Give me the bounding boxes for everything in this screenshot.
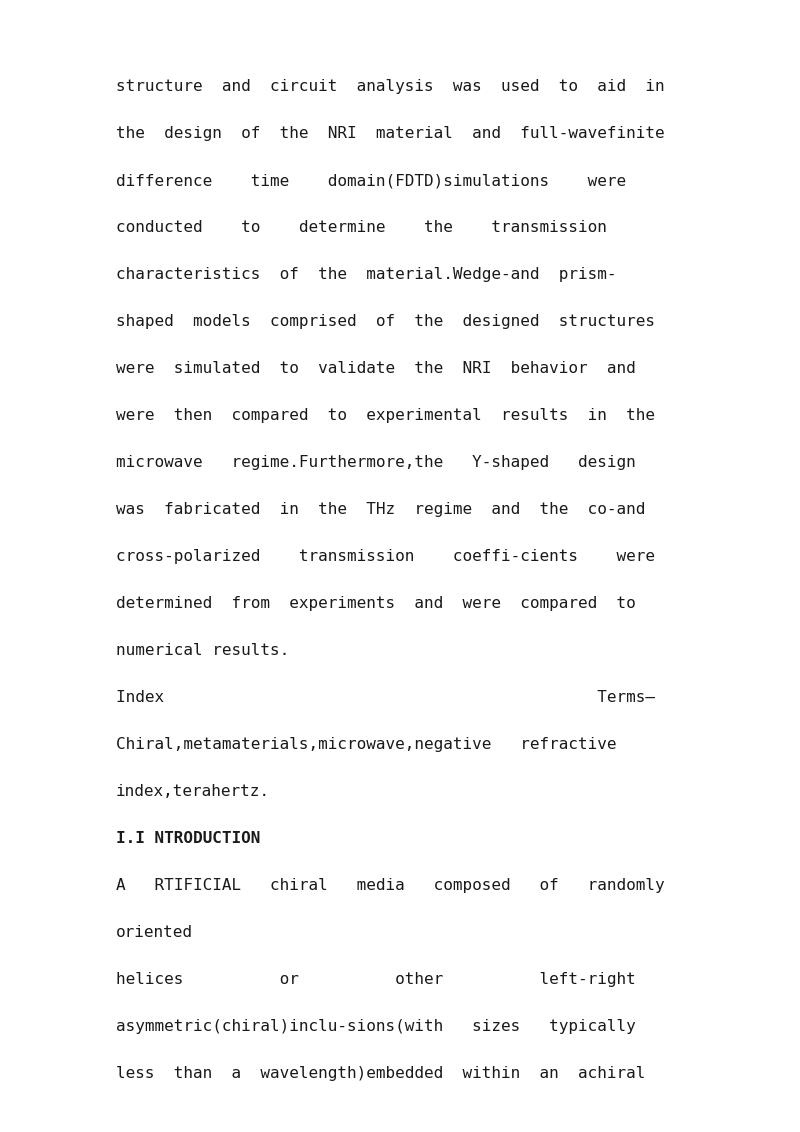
Text: oriented: oriented xyxy=(116,925,193,940)
Text: I.I NTRODUCTION: I.I NTRODUCTION xyxy=(116,831,260,846)
Text: were  simulated  to  validate  the  NRI  behavior  and: were simulated to validate the NRI behav… xyxy=(116,361,636,376)
Text: numerical results.: numerical results. xyxy=(116,643,290,658)
Text: shaped  models  comprised  of  the  designed  structures: shaped models comprised of the designed … xyxy=(116,314,655,329)
Text: index,terahertz.: index,terahertz. xyxy=(116,783,270,799)
Text: difference    time    domain(FDTD)simulations    were: difference time domain(FDTD)simulations … xyxy=(116,173,626,188)
Text: Index                                             Terms—: Index Terms— xyxy=(116,689,655,705)
Text: conducted    to    determine    the    transmission: conducted to determine the transmission xyxy=(116,220,607,235)
Text: determined  from  experiments  and  were  compared  to: determined from experiments and were com… xyxy=(116,595,636,611)
Text: were  then  compared  to  experimental  results  in  the: were then compared to experimental resul… xyxy=(116,409,655,423)
Text: structure  and  circuit  analysis  was  used  to  aid  in: structure and circuit analysis was used … xyxy=(116,79,665,94)
Text: asymmetric(chiral)inclu-sions(with   sizes   typically: asymmetric(chiral)inclu-sions(with sizes… xyxy=(116,1019,636,1034)
Text: microwave   regime.Furthermore,the   Y-shaped   design: microwave regime.Furthermore,the Y-shape… xyxy=(116,455,636,470)
Text: less  than  a  wavelength)embedded  within  an  achiral: less than a wavelength)embedded within a… xyxy=(116,1066,646,1081)
Text: Chiral,metamaterials,microwave,negative   refractive: Chiral,metamaterials,microwave,negative … xyxy=(116,737,617,752)
Text: A   RTIFICIAL   chiral   media   composed   of   randomly: A RTIFICIAL chiral media composed of ran… xyxy=(116,878,665,893)
Text: was  fabricated  in  the  THz  regime  and  the  co-and: was fabricated in the THz regime and the… xyxy=(116,503,646,517)
Text: characteristics  of  the  material.Wedge-and  prism-: characteristics of the material.Wedge-an… xyxy=(116,267,617,282)
Text: helices          or          other          left-right: helices or other left-right xyxy=(116,971,636,987)
Text: the  design  of  the  NRI  material  and  full-wavefinite: the design of the NRI material and full-… xyxy=(116,126,665,142)
Text: cross-polarized    transmission    coeffi-cients    were: cross-polarized transmission coeffi-cien… xyxy=(116,549,655,564)
